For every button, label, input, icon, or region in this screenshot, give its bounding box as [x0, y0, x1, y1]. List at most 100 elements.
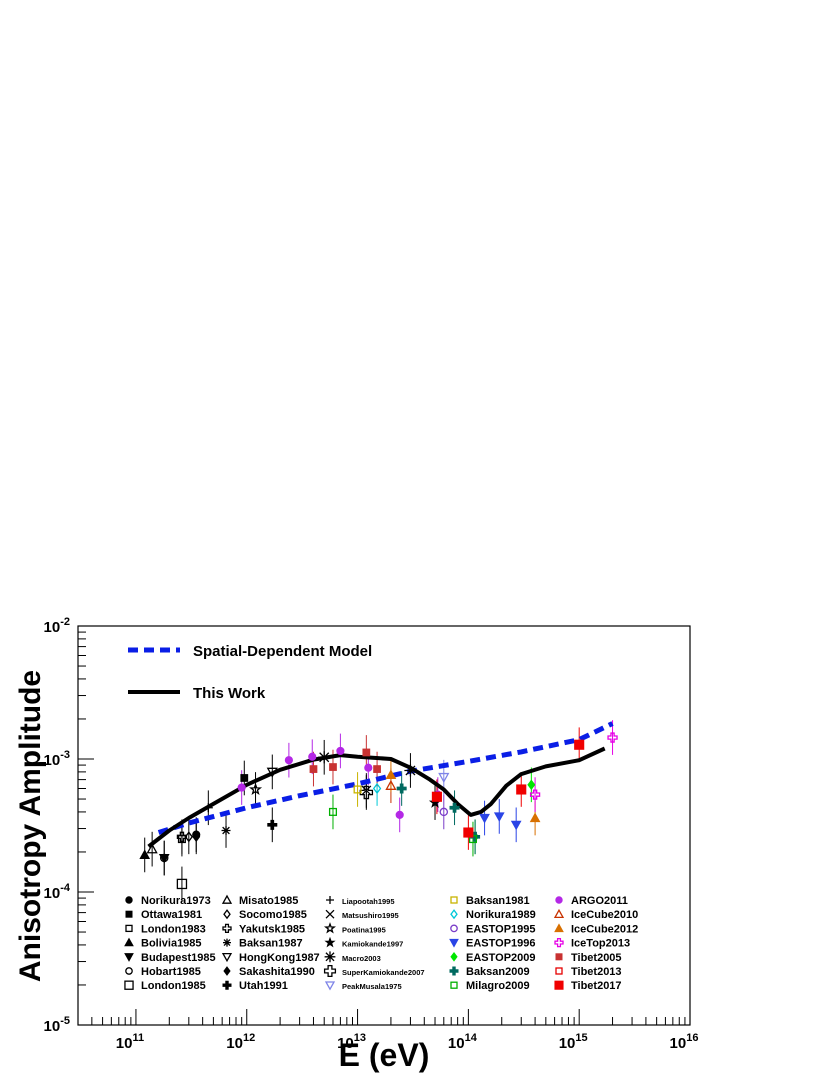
data-point [308, 752, 317, 761]
legend-marker [125, 896, 133, 904]
legend-entry-label: Socomo1985 [239, 909, 307, 921]
legend-entry-label: Matsushiro1995 [342, 911, 399, 920]
spatial-dependent-model-curve [157, 721, 614, 835]
data-point [336, 746, 345, 756]
legend-marker [125, 910, 133, 918]
legend-marker [450, 924, 458, 933]
legend-entry-label: Macro2003 [342, 954, 381, 963]
legend-marker [324, 936, 336, 948]
data-point [361, 785, 372, 796]
legend-entry-label: Poatina1995 [342, 925, 386, 934]
legend-marker [324, 951, 336, 963]
legend-line-label: This Work [193, 685, 266, 702]
data-point [516, 784, 527, 795]
data-point [529, 789, 541, 800]
data-point [266, 767, 278, 778]
legend-marker [124, 980, 134, 990]
legend: Spatial-Dependent Model This Work Norikura… [124, 643, 638, 992]
x-tick-label: 1015 [559, 1032, 588, 1052]
legend-entry-label: Hobart1985 [141, 966, 201, 978]
x-tick-label: 1014 [448, 1032, 478, 1052]
legend-marker [555, 896, 563, 904]
legend-entry-label: IceCube2012 [571, 923, 638, 935]
legend-marker [555, 953, 563, 961]
data-point [284, 756, 293, 765]
legend-marker [554, 937, 564, 948]
plot-frame [77, 625, 691, 1026]
legend-marker [450, 951, 458, 962]
legend-entry-label: Norikura1989 [466, 909, 536, 921]
data-point [479, 813, 490, 824]
legend-entry-label: IceCube2010 [571, 909, 638, 921]
legend-entry-label: ARGO2011 [571, 895, 628, 907]
legend-entry-label: Bolivia1985 [141, 938, 202, 950]
data-point [529, 812, 541, 823]
data-point [439, 807, 449, 817]
legend-marker [449, 938, 459, 948]
data-point [176, 878, 188, 890]
x-tick-label: 1013 [337, 1032, 366, 1052]
data-point [329, 763, 337, 771]
legend-marker [449, 966, 459, 976]
legend-marker [450, 896, 458, 904]
data-point [248, 782, 263, 796]
data-point [396, 783, 407, 794]
legend-line-label: Spatial-Dependent Model [193, 643, 372, 660]
legend-marker [222, 980, 232, 990]
legend-marker [554, 923, 564, 933]
legend-marker [553, 908, 565, 919]
legend-marker [325, 909, 335, 919]
legend-entry-label: Tibet2013 [571, 966, 622, 978]
data-point [372, 782, 382, 795]
legend-marker [223, 909, 231, 920]
data-point [146, 843, 158, 854]
legend-marker [326, 896, 334, 904]
data-point [159, 853, 169, 863]
data-point [177, 835, 186, 844]
data-point [237, 783, 246, 792]
data-point [364, 763, 373, 772]
legend-entry-label: Tibet2005 [571, 952, 622, 964]
data-point [203, 803, 213, 813]
legend-marker [554, 980, 564, 990]
legend-entry-label: Ottawa1981 [141, 909, 202, 921]
data-point [373, 765, 381, 773]
legend-entry-label: SuperKamiokande2007 [342, 968, 425, 977]
data-point [449, 802, 460, 813]
data-point [395, 810, 404, 819]
legend-entry-label: Baksan1981 [466, 895, 530, 907]
legend-marker [555, 967, 563, 975]
legend-entry-label: HongKong1987 [239, 952, 320, 964]
legend-entry-label: Baksan2009 [466, 966, 530, 978]
data-point [510, 820, 522, 831]
legend-marker [323, 922, 337, 934]
legend-entry-label: London1983 [141, 923, 206, 935]
data-point [574, 739, 585, 750]
legend-marker [323, 964, 337, 978]
data-point [431, 791, 442, 802]
data-point [404, 764, 417, 777]
legend-entry-label: Liapootah1995 [342, 897, 395, 906]
data-point [309, 765, 318, 773]
legend-marker [223, 938, 231, 947]
data-point [385, 769, 397, 779]
legend-entry-label: Tibet2017 [571, 980, 622, 992]
y-tick-label: 10-3 [44, 749, 70, 769]
legend-entry-label: Utah1991 [239, 980, 288, 992]
legend-entry-label: Milagro2009 [466, 980, 530, 992]
data-points [139, 732, 618, 890]
legend-entry-label: EASTOP2009 [466, 952, 536, 964]
legend-marker [450, 909, 458, 920]
data-point [493, 812, 505, 822]
axis-ticks [77, 625, 691, 1026]
legend-entry-label: EASTOP1996 [466, 938, 536, 950]
legend-marker [450, 981, 458, 989]
legend-entry-label: Kamiokande1997 [342, 940, 403, 949]
legend-marker [221, 894, 233, 904]
legend-marker [125, 967, 133, 975]
legend-marker [124, 953, 134, 962]
y-tick-label: 10-5 [44, 1015, 70, 1035]
axis-tick-labels: 1011 1012 1013 1014 1015 1016 10-5 10-4 10-3 10-2 [44, 616, 699, 1052]
y-tick-label: 10-4 [44, 882, 71, 902]
